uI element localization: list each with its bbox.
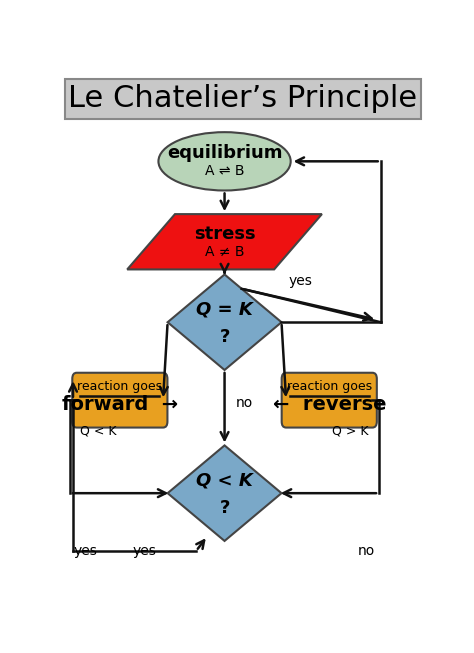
FancyBboxPatch shape	[282, 373, 377, 428]
Text: Q < K: Q < K	[81, 424, 117, 437]
Text: reaction goes: reaction goes	[77, 379, 163, 392]
Text: yes: yes	[74, 544, 98, 558]
Text: yes: yes	[133, 544, 156, 558]
Text: Q = K: Q = K	[196, 300, 253, 319]
Text: stress: stress	[194, 225, 255, 243]
Polygon shape	[127, 214, 322, 270]
Text: reaction goes: reaction goes	[287, 379, 372, 392]
FancyBboxPatch shape	[65, 80, 421, 119]
Text: A ≠ B: A ≠ B	[205, 245, 244, 259]
Text: no: no	[236, 396, 253, 409]
Text: Q > K: Q > K	[332, 424, 369, 437]
Polygon shape	[168, 445, 282, 541]
Text: forward  →: forward →	[62, 394, 178, 414]
Polygon shape	[168, 274, 282, 370]
Text: equilibrium: equilibrium	[167, 144, 283, 163]
Text: ?: ?	[219, 500, 230, 517]
Text: A ⇌ B: A ⇌ B	[205, 165, 244, 178]
Text: ←  reverse: ← reverse	[273, 394, 386, 414]
Text: yes: yes	[289, 274, 313, 288]
Text: Q < K: Q < K	[196, 471, 253, 490]
Ellipse shape	[158, 132, 291, 191]
Text: ?: ?	[219, 328, 230, 346]
FancyBboxPatch shape	[73, 373, 167, 428]
Text: no: no	[358, 544, 375, 558]
Text: Le Chatelier’s Principle: Le Chatelier’s Principle	[68, 84, 418, 114]
